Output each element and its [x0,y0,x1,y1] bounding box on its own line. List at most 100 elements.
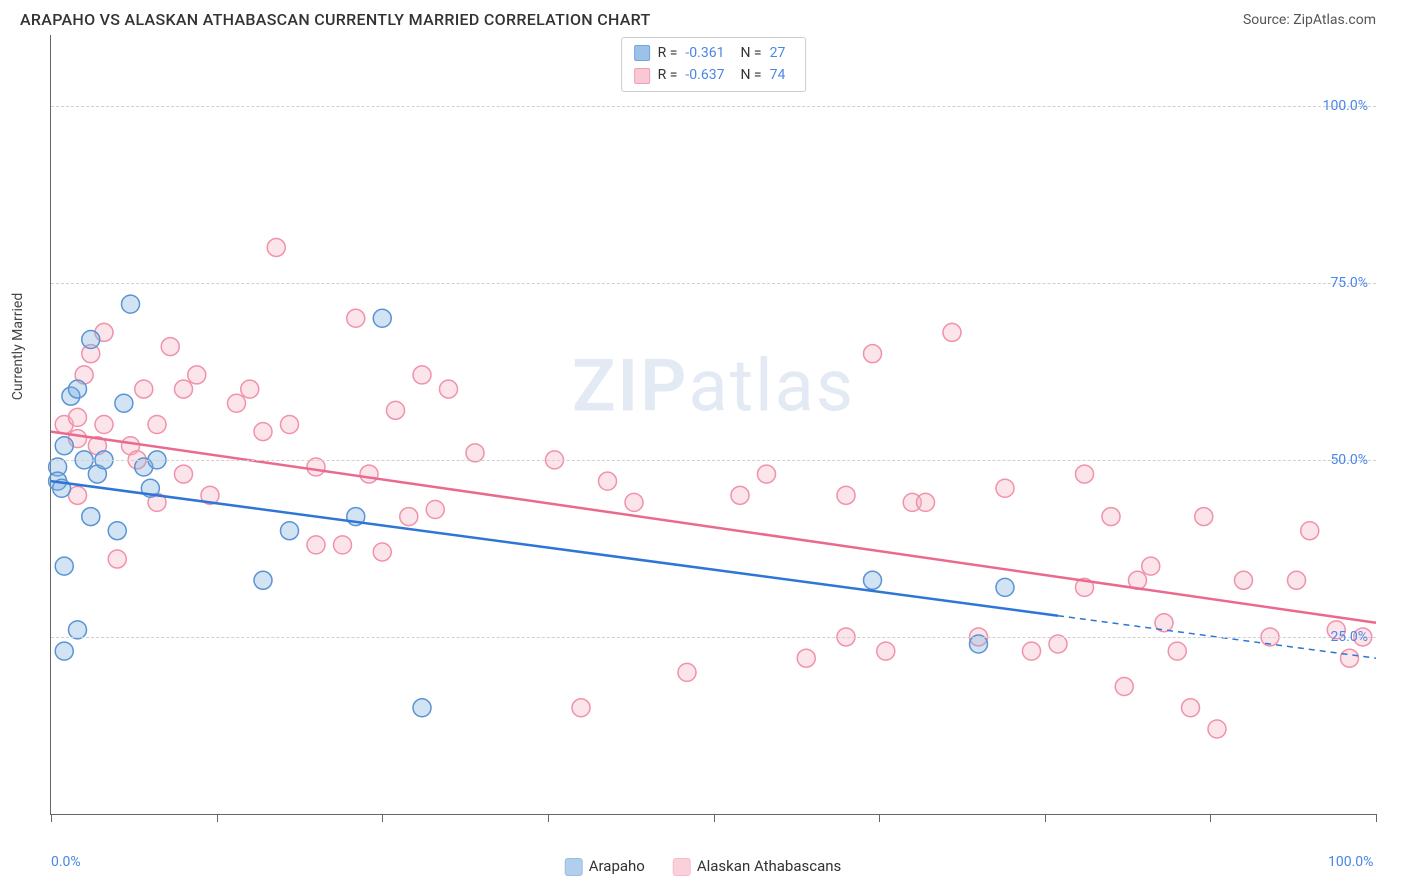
arapaho-point [69,380,87,398]
athabascan-point [307,536,325,554]
grid-line [51,106,1376,107]
correlation-legend: R = -0.361N = 27R = -0.637 N = 74 [621,37,807,92]
x-tick [382,814,383,822]
athabascan-point [108,550,126,568]
athabascan-point [334,536,352,554]
athabascan-point [599,472,617,490]
athabascan-point [678,663,696,681]
athabascan-point [1168,642,1186,660]
athabascan-point [1235,571,1253,589]
arapaho-point [55,557,73,575]
x-tick [879,814,880,822]
arapaho-point [82,331,100,349]
x-tick [1210,814,1211,822]
y-axis-title: Currently Married [10,293,26,400]
x-tick [714,814,715,822]
x-tick-label: 0.0% [51,854,81,870]
arapaho-point [115,394,133,412]
athabascan-point [1102,508,1120,526]
arapaho-point [55,437,73,455]
arapaho-point [108,522,126,540]
x-tick-label: 100.0% [1328,854,1373,870]
athabascan-point [347,309,365,327]
athabascan-point [837,486,855,504]
athabascan-point [400,508,418,526]
athabascan-point [188,366,206,384]
n-label: N = [740,64,761,86]
athabascan-point [625,493,643,511]
athabascan-point [69,408,87,426]
y-tick-label: 25.0% [1330,629,1368,645]
arapaho-point [122,295,140,313]
athabascan-point [426,500,444,518]
athabascan-point [1208,720,1226,738]
arapaho-point [373,309,391,327]
athabascan-point [917,493,935,511]
plot-area [51,35,1376,814]
athabascan-point [1023,642,1041,660]
athabascan-point [943,323,961,341]
y-tick-label: 100.0% [1323,98,1368,114]
legend-label: Arapaho [589,857,645,875]
athabascan-point [1341,649,1359,667]
r-value: -0.637 [685,64,724,86]
n-value: 74 [770,64,786,86]
arapaho-point [82,508,100,526]
series-legend: Arapaho Alaskan Athabascans [565,857,842,876]
arapaho-point [413,699,431,717]
chart-title: ARAPAHO VS ALASKAN ATHABASCAN CURRENTLY … [20,10,651,29]
athabascan-point [387,401,405,419]
x-tick [548,814,549,822]
legend-swatch [634,45,650,61]
legend-row: R = -0.361N = 27 [634,42,794,64]
athabascan-point [413,366,431,384]
y-tick-label: 50.0% [1330,452,1368,468]
arapaho-point [281,522,299,540]
grid-line [51,283,1376,284]
athabascan-point [281,416,299,434]
athabascan-point [1142,557,1160,575]
legend-item: Alaskan Athabascans [673,857,841,876]
grid-line [51,460,1376,461]
athabascan-point [996,479,1014,497]
athabascan-point [360,465,378,483]
athabascan-point [864,345,882,363]
arapaho-point [996,578,1014,596]
arapaho-point [254,571,272,589]
x-tick [217,814,218,822]
r-label: R = [658,42,678,64]
athabascan-point [175,380,193,398]
legend-label: Alaskan Athabascans [697,857,841,875]
n-value: 27 [770,42,786,64]
athabascan-point [135,380,153,398]
athabascan-point [228,394,246,412]
athabascan-point [1182,699,1200,717]
athabascan-point [175,465,193,483]
athabascan-point [440,380,458,398]
athabascan-point [877,642,895,660]
athabascan-point [267,238,285,256]
n-label: N = [740,42,761,64]
athabascan-point [373,543,391,561]
r-label: R = [658,64,678,86]
athabascan-point [254,423,272,441]
athabascan-point [148,416,166,434]
athabascan-point [241,380,259,398]
x-tick [1376,814,1377,822]
y-tick-label: 75.0% [1330,275,1368,291]
arapaho-point [864,571,882,589]
athabascan-point [797,649,815,667]
athabascan-point [1115,678,1133,696]
athabascan-point [1076,465,1094,483]
legend-swatch [673,858,691,876]
legend-swatch [565,858,583,876]
athabascan-point [1301,522,1319,540]
grid-line [51,637,1376,638]
athabascan-point [572,699,590,717]
arapaho-point [55,642,73,660]
athabascan-point [758,465,776,483]
x-tick [51,814,52,822]
source-label: Source: ZipAtlas.com [1243,12,1376,28]
athabascan-point [1195,508,1213,526]
athabascan-point [1288,571,1306,589]
